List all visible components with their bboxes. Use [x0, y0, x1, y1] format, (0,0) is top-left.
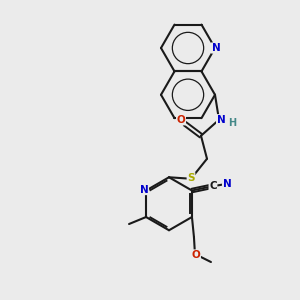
Text: H: H — [228, 118, 236, 128]
Text: N: N — [140, 184, 148, 194]
Text: O: O — [177, 115, 185, 125]
Text: N: N — [217, 115, 225, 125]
Text: O: O — [192, 250, 200, 260]
Text: S: S — [187, 173, 195, 183]
Text: N: N — [223, 178, 231, 188]
Text: C: C — [209, 181, 217, 190]
Text: N: N — [212, 43, 220, 53]
